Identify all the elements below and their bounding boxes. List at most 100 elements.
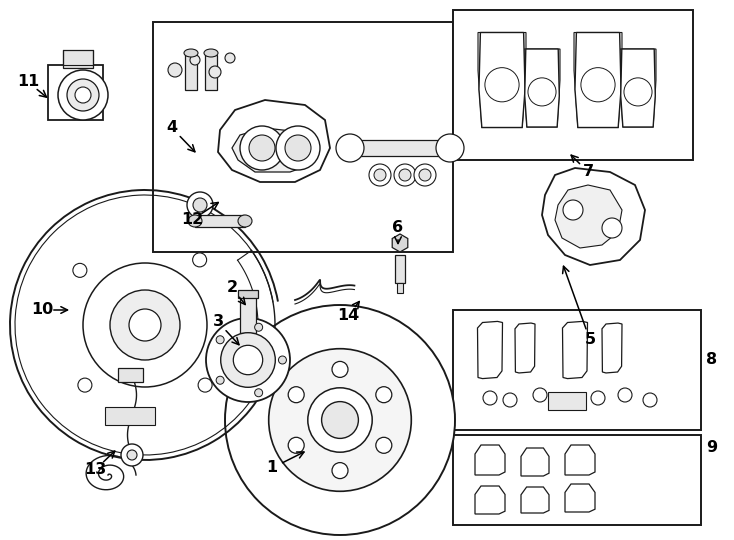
Circle shape xyxy=(332,361,348,377)
Circle shape xyxy=(209,66,221,78)
Circle shape xyxy=(332,463,348,478)
Circle shape xyxy=(308,388,372,452)
Circle shape xyxy=(643,393,657,407)
Circle shape xyxy=(278,356,286,364)
Bar xyxy=(185,55,197,90)
Circle shape xyxy=(483,391,497,405)
Polygon shape xyxy=(521,487,549,513)
Circle shape xyxy=(206,318,290,402)
Bar xyxy=(453,10,693,160)
Bar xyxy=(395,255,405,283)
Ellipse shape xyxy=(204,49,218,57)
Circle shape xyxy=(190,55,200,65)
Circle shape xyxy=(369,164,391,186)
Circle shape xyxy=(233,345,263,375)
Circle shape xyxy=(376,387,392,403)
Circle shape xyxy=(288,387,304,403)
Text: 7: 7 xyxy=(583,165,594,179)
Polygon shape xyxy=(620,49,656,127)
Circle shape xyxy=(285,135,311,161)
Circle shape xyxy=(78,378,92,392)
Ellipse shape xyxy=(184,49,198,57)
Bar xyxy=(63,50,93,68)
Bar xyxy=(48,65,103,120)
Bar xyxy=(350,140,450,156)
Polygon shape xyxy=(621,49,655,127)
Circle shape xyxy=(75,87,91,103)
Polygon shape xyxy=(521,448,549,476)
Text: 5: 5 xyxy=(584,333,595,348)
Circle shape xyxy=(394,164,416,186)
Circle shape xyxy=(602,218,622,238)
Circle shape xyxy=(269,349,411,491)
Circle shape xyxy=(249,135,275,161)
Circle shape xyxy=(624,78,652,106)
Circle shape xyxy=(221,333,275,387)
Circle shape xyxy=(503,393,517,407)
Polygon shape xyxy=(525,49,559,127)
Circle shape xyxy=(321,402,358,438)
Circle shape xyxy=(485,68,519,102)
Polygon shape xyxy=(602,323,622,373)
Circle shape xyxy=(581,68,615,102)
Circle shape xyxy=(276,126,320,170)
Circle shape xyxy=(288,437,304,453)
Text: 4: 4 xyxy=(167,120,178,136)
Bar xyxy=(548,392,586,410)
Circle shape xyxy=(533,388,547,402)
Polygon shape xyxy=(575,32,621,127)
Circle shape xyxy=(193,198,207,212)
Polygon shape xyxy=(218,100,330,182)
Ellipse shape xyxy=(188,215,202,227)
Polygon shape xyxy=(478,32,526,127)
Polygon shape xyxy=(475,486,505,514)
Text: 11: 11 xyxy=(17,75,39,90)
Circle shape xyxy=(73,264,87,278)
Circle shape xyxy=(168,63,182,77)
Polygon shape xyxy=(392,234,408,252)
Circle shape xyxy=(528,78,556,106)
Bar xyxy=(453,435,701,525)
Circle shape xyxy=(419,169,431,181)
Bar xyxy=(397,283,403,293)
Bar xyxy=(118,368,143,382)
Circle shape xyxy=(216,336,224,344)
Circle shape xyxy=(121,444,143,466)
Circle shape xyxy=(336,134,364,162)
Polygon shape xyxy=(232,128,315,172)
Ellipse shape xyxy=(238,215,252,227)
Circle shape xyxy=(399,169,411,181)
Text: 3: 3 xyxy=(212,314,224,329)
Circle shape xyxy=(83,263,207,387)
Bar xyxy=(195,215,245,227)
Text: 6: 6 xyxy=(393,220,404,235)
Text: 8: 8 xyxy=(706,353,718,368)
Text: 10: 10 xyxy=(31,302,53,318)
Circle shape xyxy=(255,323,263,331)
Text: 13: 13 xyxy=(84,462,106,477)
Circle shape xyxy=(198,378,212,392)
Text: 9: 9 xyxy=(706,441,718,456)
Bar xyxy=(153,22,453,252)
Circle shape xyxy=(240,126,284,170)
Bar xyxy=(238,290,258,298)
Polygon shape xyxy=(562,321,587,379)
Polygon shape xyxy=(479,32,525,127)
Circle shape xyxy=(225,305,455,535)
Circle shape xyxy=(129,309,161,341)
Polygon shape xyxy=(515,323,535,373)
Bar xyxy=(105,407,155,425)
Circle shape xyxy=(618,388,632,402)
Circle shape xyxy=(414,164,436,186)
Polygon shape xyxy=(542,168,645,265)
Circle shape xyxy=(374,169,386,181)
Circle shape xyxy=(127,450,137,460)
Circle shape xyxy=(376,437,392,453)
Polygon shape xyxy=(574,32,622,127)
Text: 14: 14 xyxy=(337,308,359,323)
Circle shape xyxy=(192,253,207,267)
Circle shape xyxy=(187,192,213,218)
Polygon shape xyxy=(555,185,622,248)
Circle shape xyxy=(67,79,99,111)
Polygon shape xyxy=(475,445,505,475)
